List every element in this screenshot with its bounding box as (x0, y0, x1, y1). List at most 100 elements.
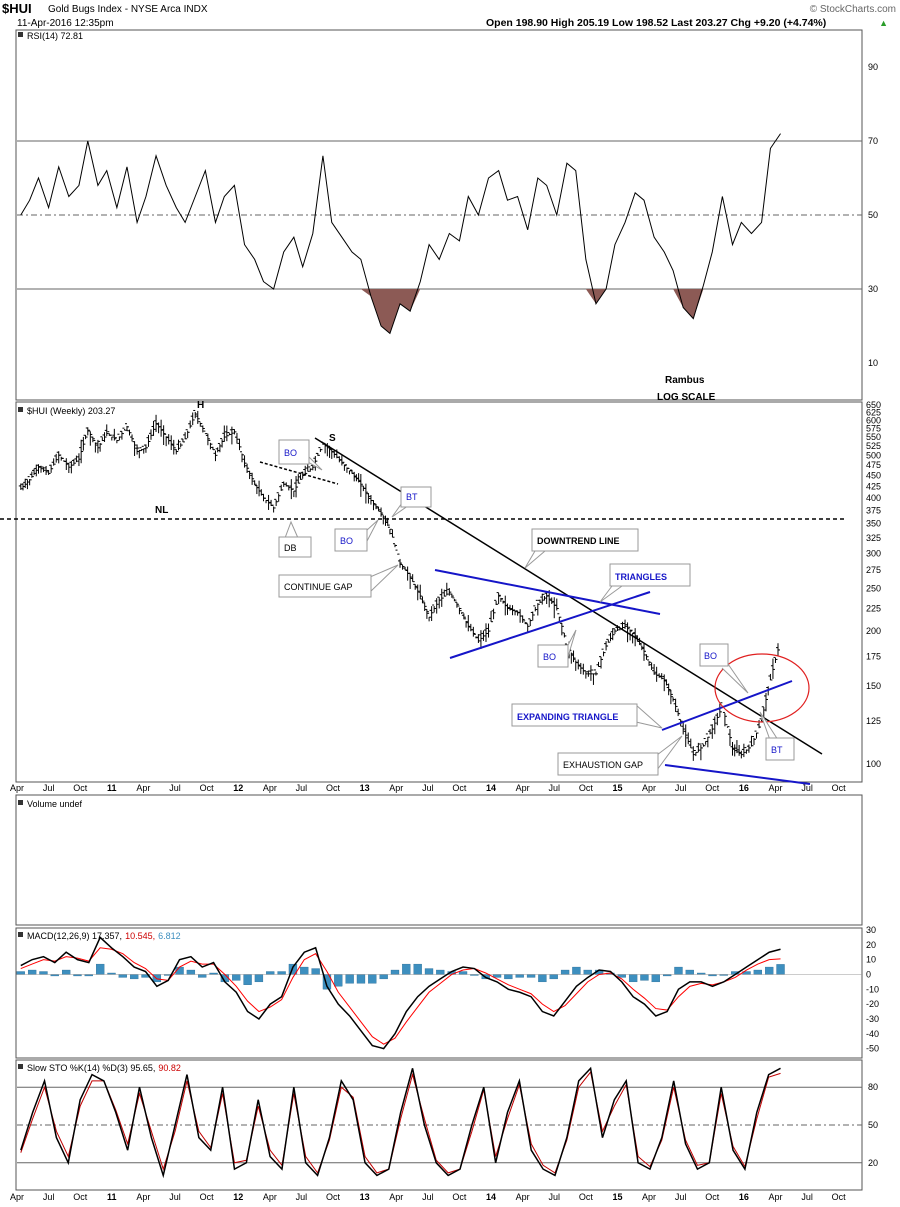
price-ytick-label: 125 (866, 716, 881, 726)
bottom-xtick-label: Jul (422, 1192, 434, 1202)
macd-ytick-label: 30 (866, 925, 876, 935)
callout-bo-1-box (278, 439, 310, 465)
bottom-xtick-label: Jul (43, 1192, 55, 1202)
macd-hist-bar (130, 974, 139, 980)
price-ytick-label: 650 (866, 400, 881, 410)
rsi-oversold-fill (20, 289, 781, 334)
callout-continue-gap: CONTINUE GAP (278, 564, 399, 598)
macd-hist-bar (198, 974, 207, 978)
macd-hist-bar (96, 963, 105, 975)
price-xtick-label: Apr (642, 783, 656, 793)
price-xtick-label: Oct (452, 783, 467, 793)
price-xtick-label: 12 (233, 783, 243, 793)
macd-ytick-label: -20 (866, 999, 879, 1009)
callout-triangles-text: TRIANGLES (615, 572, 667, 582)
bottom-xtick-label: Jul (169, 1192, 181, 1202)
macd-hist-bar (526, 974, 536, 978)
callout-downtrend-box (531, 528, 639, 552)
bottom-xtick-label: Oct (579, 1192, 594, 1202)
sto-ytick-label: 80 (868, 1082, 878, 1092)
callout-db-text: DB (284, 543, 297, 553)
callout-bo-1-text: BO (284, 448, 297, 458)
rsi-title: RSI(14) 72.81 (18, 31, 83, 41)
macd-line-macd (20, 936, 781, 1050)
macd-title: MACD(12,26,9) 17.357, 10.545, 6.812 (18, 931, 181, 941)
sto-title-part1: Slow STO %K(14) %D(3) 95.65, (27, 1063, 155, 1073)
macd-ytick-label: 10 (866, 955, 876, 965)
price-xtick-label: Jul (43, 783, 55, 793)
bottom-xtick-label: Apr (136, 1192, 150, 1202)
callout-db: DB (278, 520, 312, 558)
macd-hist-bar (39, 971, 48, 975)
callout-exhaustion-gap: EXHAUSTION GAP (557, 735, 683, 776)
callout-continue-gap-box (278, 574, 372, 598)
macd-hist-bar (118, 974, 127, 978)
macd-ytick-label: -30 (866, 1014, 879, 1024)
rsi-ytick-label: 90 (868, 62, 878, 72)
macd-hist-bar (776, 964, 785, 975)
callout-triangles: TRIANGLES (599, 563, 691, 603)
macd-hist-bar (515, 974, 524, 978)
callout-bt-2: BT (759, 711, 795, 761)
macd-hist-bar (458, 971, 468, 975)
price-xtick-label: Apr (389, 783, 403, 793)
bottom-xtick-label: Oct (200, 1192, 215, 1202)
macd-hist-bar (379, 974, 388, 980)
price-ytick-label: 200 (866, 626, 881, 636)
price-title: $HUI (Weekly) 203.27 (18, 406, 115, 416)
callout-bo-1: BO (278, 439, 323, 471)
price-xtick-label: Oct (326, 783, 341, 793)
bottom-xtick-label: Apr (10, 1192, 24, 1202)
price-xtick-label: Jul (169, 783, 181, 793)
rsi-ytick-label: 10 (868, 358, 878, 368)
bottom-xtick-label: Apr (768, 1192, 782, 1202)
sto-title-part2: 90.82 (158, 1063, 181, 1073)
macd-hist-bar (560, 969, 570, 975)
price-xtick-label: 14 (486, 783, 496, 793)
bottom-xtick-label: Apr (516, 1192, 530, 1202)
price-xtick-label: 16 (739, 783, 749, 793)
header-name: Gold Bugs Index - NYSE Arca INDX (48, 4, 208, 15)
callout-bo-4-box (699, 643, 729, 667)
callout-downtrend-text: DOWNTREND LINE (537, 536, 620, 546)
xaxis-layer: Apr Apr Jul Jul Oct Oct 11 11 Apr Apr Jul Jul Oct Oct… (10, 783, 846, 1202)
callout-downtrend: DOWNTREND LINE (524, 528, 639, 569)
price-annotations: NL H S DB BO BO (0, 375, 845, 785)
callout-expanding-triangle-text: EXPANDING TRIANGLE (517, 712, 618, 722)
macd-hist-bar (572, 966, 581, 975)
price-ytick-label: 175 (866, 652, 881, 662)
macd-hist-bar (232, 974, 241, 981)
callout-exhaustion-gap-box (557, 752, 659, 776)
breakout-ellipse (714, 653, 810, 723)
macd-title-part1: MACD(12,26,9) 17.357, (27, 931, 122, 941)
price-ytick-label: 475 (866, 460, 881, 470)
price-ytick-label: 350 (866, 519, 881, 529)
sto-title-text: Slow STO %K(14) %D(3) 95.65, 90.82 (27, 1063, 181, 1073)
macd-hist-bar (413, 963, 422, 975)
callout-bo-2-text: BO (340, 536, 353, 546)
price-ytick-label: 500 (866, 450, 881, 460)
rsi-line (20, 133, 781, 335)
sto-line-pctk (20, 1066, 781, 1179)
header-ohlc-arrow: ▲ (879, 18, 888, 28)
price-xtick-label: Oct (579, 783, 594, 793)
macd-hist-bar (186, 969, 196, 975)
expanding-triangle-bottom-line (664, 764, 811, 785)
bottom-xtick-label: Oct (705, 1192, 720, 1202)
sto-ytick-label: 20 (868, 1158, 878, 1168)
rambus-label: Rambus (665, 375, 705, 386)
neckline-label: NL (155, 505, 168, 516)
macd-hist-bar (243, 974, 252, 985)
price-xtick-label: Apr (516, 783, 530, 793)
price-panel-frame (15, 401, 863, 783)
expanding-triangle-top-line (661, 680, 793, 731)
bottom-xtick-label: Oct (832, 1192, 847, 1202)
bottom-xtick-label: Jul (548, 1192, 560, 1202)
price-ytick-label: 250 (866, 583, 881, 593)
macd-hist-bar (152, 974, 162, 983)
callout-bo-2: BO (334, 519, 379, 552)
db-line (259, 461, 339, 485)
macd-hist-bar (61, 969, 71, 975)
